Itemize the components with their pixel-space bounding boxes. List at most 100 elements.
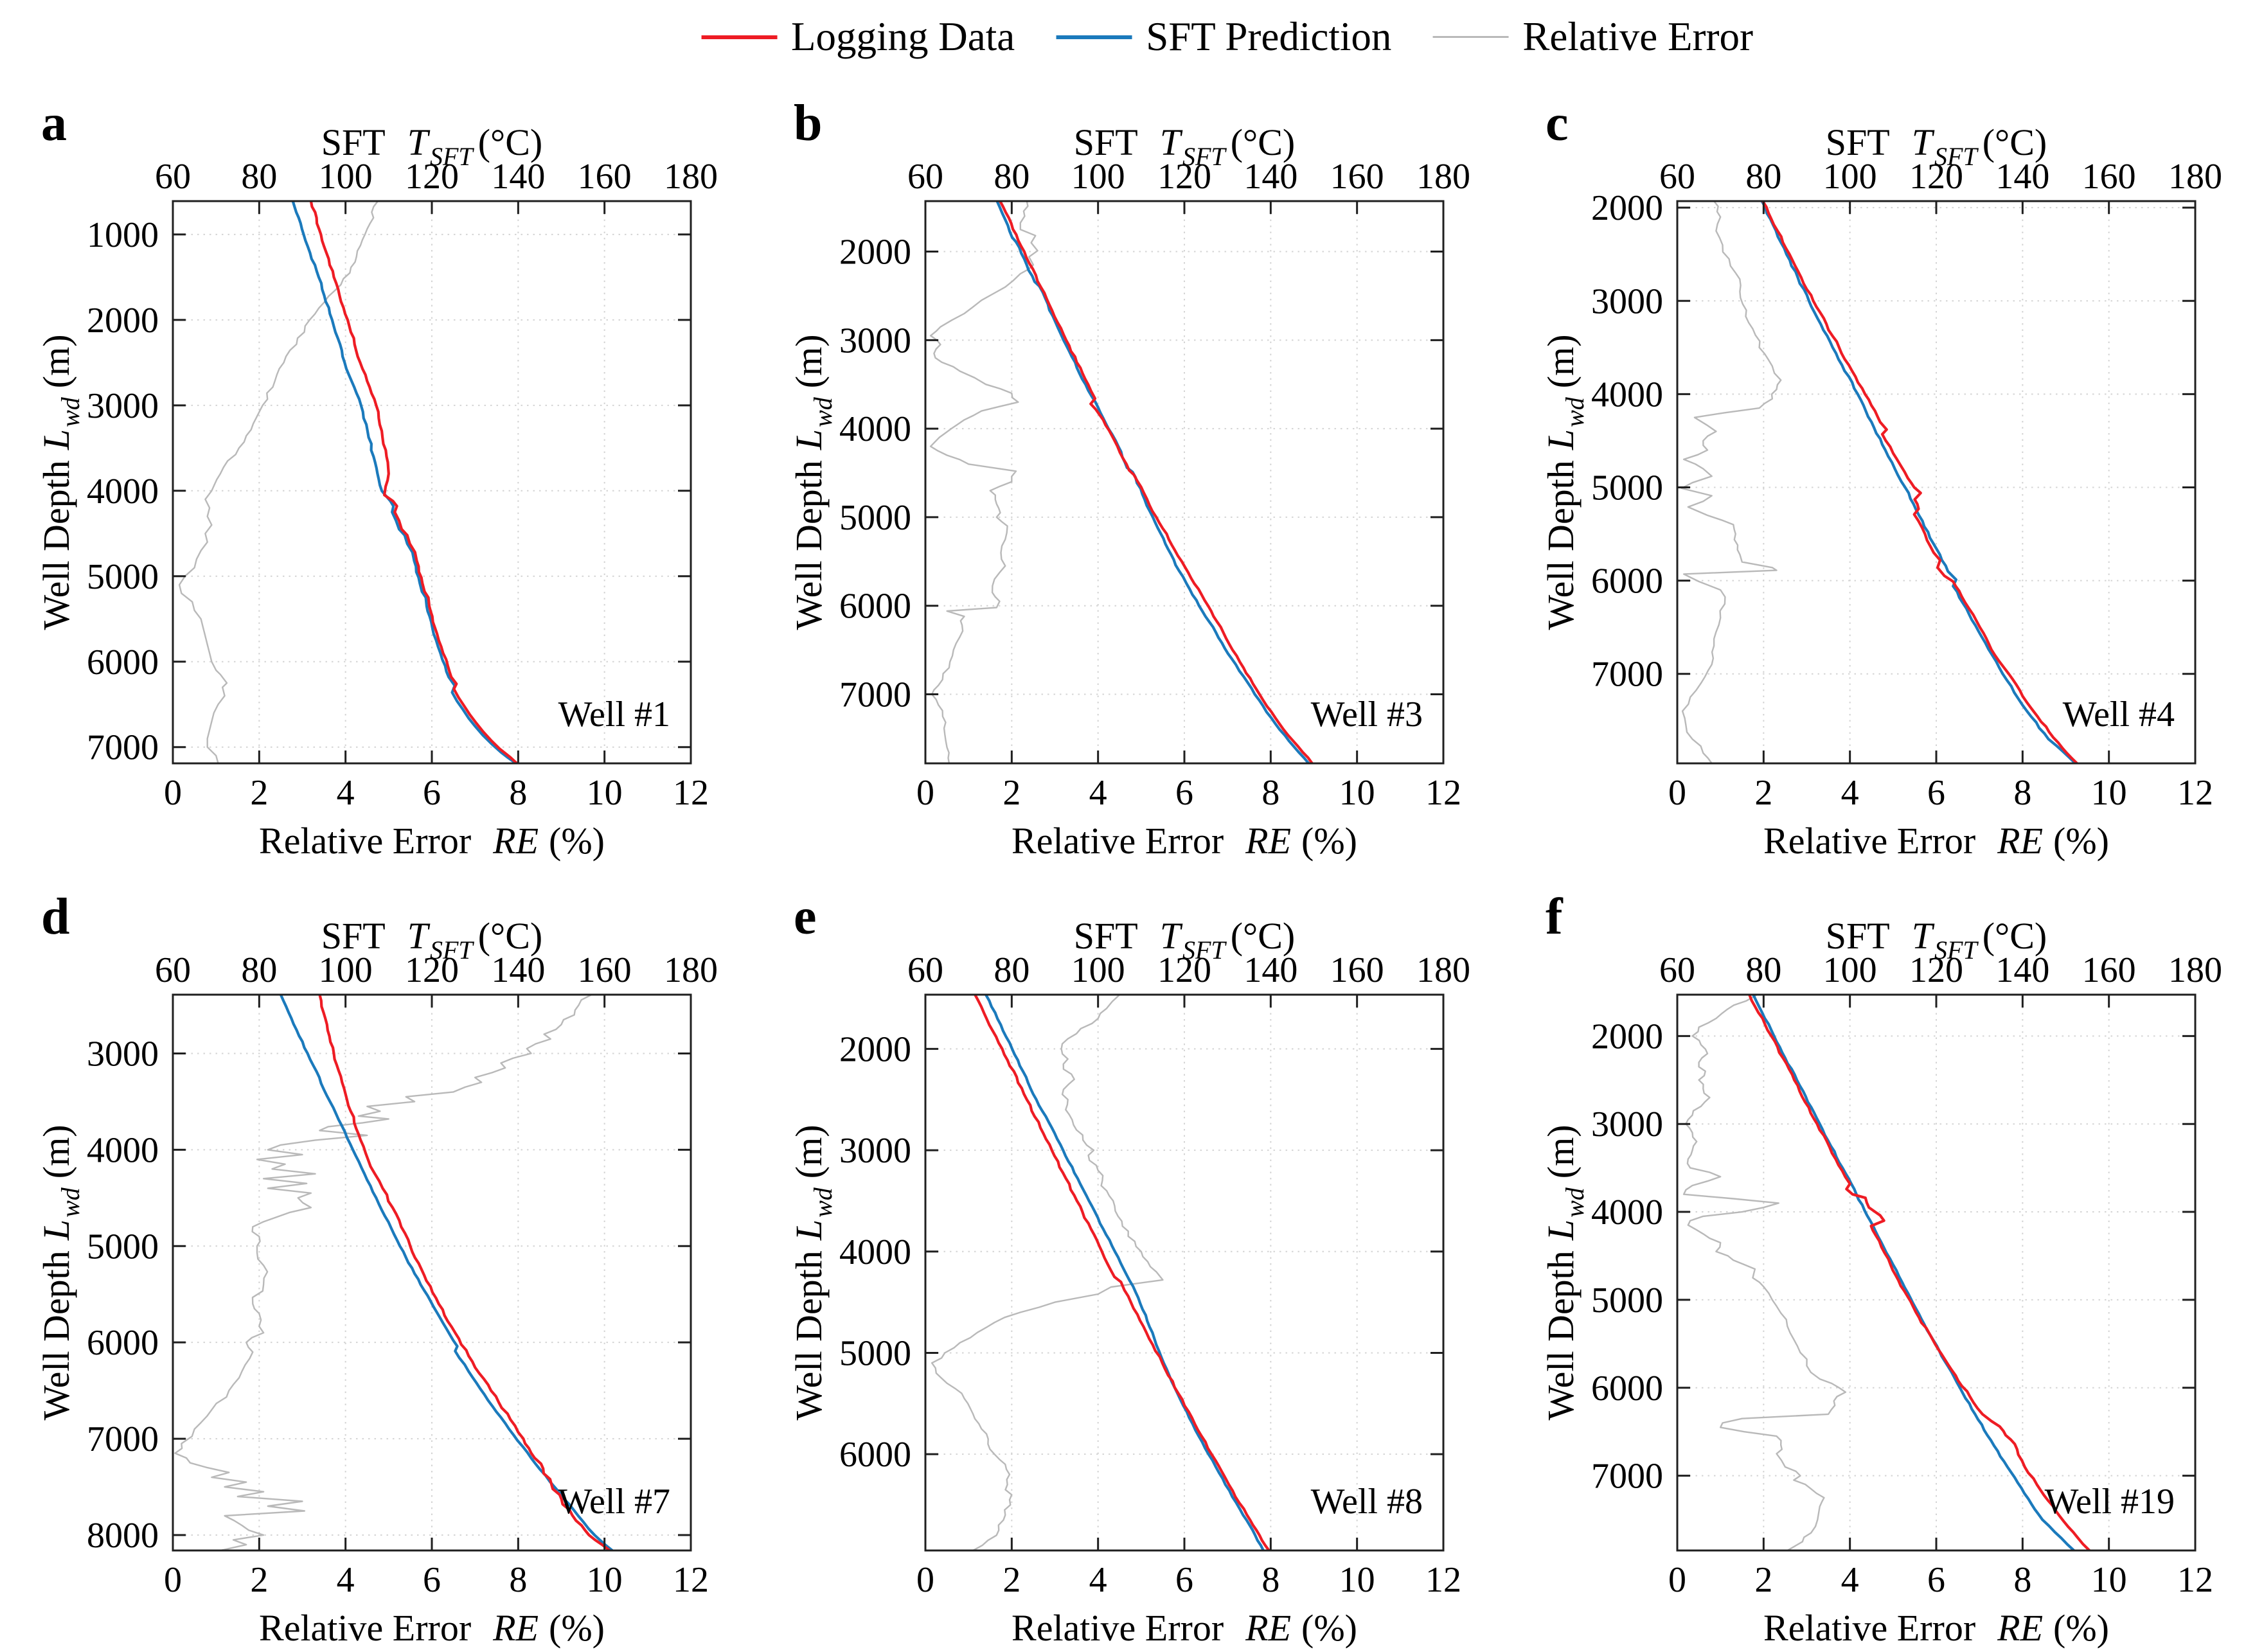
re-tick-label: 6 bbox=[423, 773, 441, 813]
panel-letter: a bbox=[41, 95, 67, 152]
temp-tick-label: 120 bbox=[405, 157, 459, 197]
temp-tick-label: 180 bbox=[1416, 157, 1470, 197]
re-tick-label: 0 bbox=[1668, 1560, 1686, 1600]
temp-tick-label: 100 bbox=[1071, 157, 1125, 197]
re-axis-title: Relative Error RE (%) bbox=[1012, 1607, 1357, 1649]
re-tick-label: 2 bbox=[250, 1560, 268, 1600]
depth-tick-label: 7000 bbox=[87, 728, 159, 768]
re-tick-label: 8 bbox=[1261, 773, 1279, 813]
grid bbox=[173, 995, 691, 1550]
depth-tick-label: 2000 bbox=[839, 1029, 911, 1069]
well-label: Well #1 bbox=[558, 695, 670, 734]
depth-tick-label: 6000 bbox=[839, 1435, 911, 1475]
temp-axis-title: SFT TSFT (°C) bbox=[1074, 121, 1295, 171]
depth-tick-label: 4000 bbox=[87, 472, 159, 511]
temp-tick-label: 60 bbox=[1659, 157, 1695, 197]
relative-error-line-swatch bbox=[1432, 36, 1509, 38]
depth-tick-label: 3000 bbox=[1591, 281, 1663, 321]
depth-tick-label: 6000 bbox=[839, 587, 911, 626]
legend-item-logging-data: Logging Data bbox=[701, 17, 1015, 57]
re-tick-label: 8 bbox=[2013, 773, 2031, 813]
panel-f: 60 80 100 120 140 160 180 0 2 4 6 8 10 12 2000 3000 4000… bbox=[1540, 889, 2222, 1649]
depth-axis-title: Well DepthLwd(m) bbox=[35, 1124, 85, 1420]
re-tick-label: 10 bbox=[1339, 1560, 1375, 1600]
sft-prediction-curve bbox=[279, 995, 614, 1550]
temp-tick-label: 80 bbox=[241, 157, 277, 197]
legend-label-relative-error: Relative Error bbox=[1522, 14, 1753, 59]
sft-prediction-curve bbox=[995, 201, 1310, 763]
legend-label-sft-prediction: SFT Prediction bbox=[1146, 14, 1392, 59]
panel-a: 60 80 100 120 140 160 180 0 2 4 6 8 10 12 1000 2000 3000… bbox=[35, 95, 718, 862]
re-tick-label: 10 bbox=[2091, 773, 2127, 813]
re-tick-label: 10 bbox=[2091, 1560, 2127, 1600]
depth-tick-label: 5000 bbox=[1591, 1281, 1663, 1320]
temp-tick-label: 180 bbox=[664, 157, 718, 197]
sft-prediction-curve bbox=[291, 201, 518, 763]
depth-axis-title: Well DepthLwd(m) bbox=[1540, 1124, 1589, 1420]
re-tick-label: 4 bbox=[337, 1560, 355, 1600]
depth-axis-title: Well DepthLwd(m) bbox=[788, 334, 837, 630]
temp-tick-label: 140 bbox=[491, 157, 545, 197]
re-tick-label: 0 bbox=[164, 1560, 182, 1600]
depth-axis-title: Well DepthLwd(m) bbox=[1540, 334, 1589, 630]
re-tick-label: 2 bbox=[1003, 1560, 1021, 1600]
depth-tick-label: 7000 bbox=[1591, 1457, 1663, 1497]
depth-tick-label: 3000 bbox=[87, 386, 159, 426]
re-tick-label: 6 bbox=[1927, 1560, 1945, 1600]
re-tick-label: 10 bbox=[1339, 773, 1375, 813]
temp-tick-label: 100 bbox=[1823, 157, 1877, 197]
temp-tick-label: 160 bbox=[1330, 157, 1384, 197]
chart-legend: Logging Data SFT Prediction Relative Err… bbox=[701, 17, 1753, 57]
depth-tick-label: 7000 bbox=[839, 675, 911, 715]
re-tick-label: 4 bbox=[1089, 773, 1107, 813]
temp-tick-label: 140 bbox=[1243, 950, 1297, 990]
re-tick-label: 2 bbox=[1003, 773, 1021, 813]
re-axis-title: Relative Error RE (%) bbox=[1012, 820, 1357, 862]
re-tick-label: 12 bbox=[1425, 773, 1461, 813]
depth-tick-label: 4000 bbox=[839, 409, 911, 449]
well-label: Well #7 bbox=[558, 1482, 670, 1522]
logging-data-curve bbox=[974, 995, 1270, 1550]
depth-tick-label: 6000 bbox=[87, 1323, 159, 1363]
logging-data-curve bbox=[999, 201, 1314, 763]
depth-tick-label: 5000 bbox=[87, 1227, 159, 1266]
sft-prediction-curve bbox=[984, 995, 1265, 1550]
re-tick-label: 0 bbox=[916, 773, 934, 813]
plot-box bbox=[172, 993, 692, 1552]
depth-tick-label: 2000 bbox=[1591, 188, 1663, 228]
panel-letter: d bbox=[41, 889, 70, 945]
re-axis-title: Relative Error RE (%) bbox=[1763, 1607, 2109, 1649]
depth-tick-label: 3000 bbox=[87, 1034, 159, 1074]
re-tick-label: 12 bbox=[673, 1560, 709, 1600]
relative-error-curve bbox=[1680, 201, 1782, 763]
well-label: Well #19 bbox=[2045, 1482, 2175, 1522]
depth-axis-title: Well DepthLwd(m) bbox=[35, 334, 85, 630]
panel-letter: c bbox=[1546, 95, 1569, 152]
legend-item-relative-error: Relative Error bbox=[1432, 17, 1753, 57]
legend-item-sft-prediction: SFT Prediction bbox=[1056, 17, 1391, 57]
re-axis-title: Relative Error RE (%) bbox=[1763, 820, 2109, 862]
tick-marks bbox=[1676, 995, 2197, 1550]
temp-tick-label: 80 bbox=[1745, 157, 1781, 197]
relative-error-curve bbox=[929, 201, 1038, 763]
depth-tick-label: 5000 bbox=[839, 498, 911, 538]
re-tick-label: 6 bbox=[1175, 773, 1193, 813]
panel-e: 60 80 100 120 140 160 180 0 2 4 6 8 10 12 2000 3000 4000… bbox=[788, 889, 1470, 1649]
depth-tick-label: 5000 bbox=[1591, 468, 1663, 508]
tick-marks bbox=[172, 201, 692, 763]
temp-axis-title: SFT TSFT (°C) bbox=[1826, 915, 2047, 964]
temp-tick-label: 100 bbox=[319, 157, 373, 197]
legend-label-logging-data: Logging Data bbox=[791, 14, 1015, 59]
temp-tick-label: 140 bbox=[1243, 157, 1297, 197]
panel-letter: f bbox=[1546, 889, 1564, 945]
re-tick-label: 2 bbox=[250, 773, 268, 813]
depth-tick-label: 7000 bbox=[1591, 655, 1663, 695]
re-tick-label: 4 bbox=[1841, 1560, 1859, 1600]
depth-tick-label: 4000 bbox=[839, 1232, 911, 1272]
re-tick-label: 12 bbox=[673, 773, 709, 813]
temp-tick-label: 160 bbox=[578, 157, 632, 197]
well-label: Well #3 bbox=[1311, 695, 1423, 734]
re-tick-label: 2 bbox=[1754, 1560, 1772, 1600]
temp-tick-label: 140 bbox=[1995, 950, 2049, 990]
